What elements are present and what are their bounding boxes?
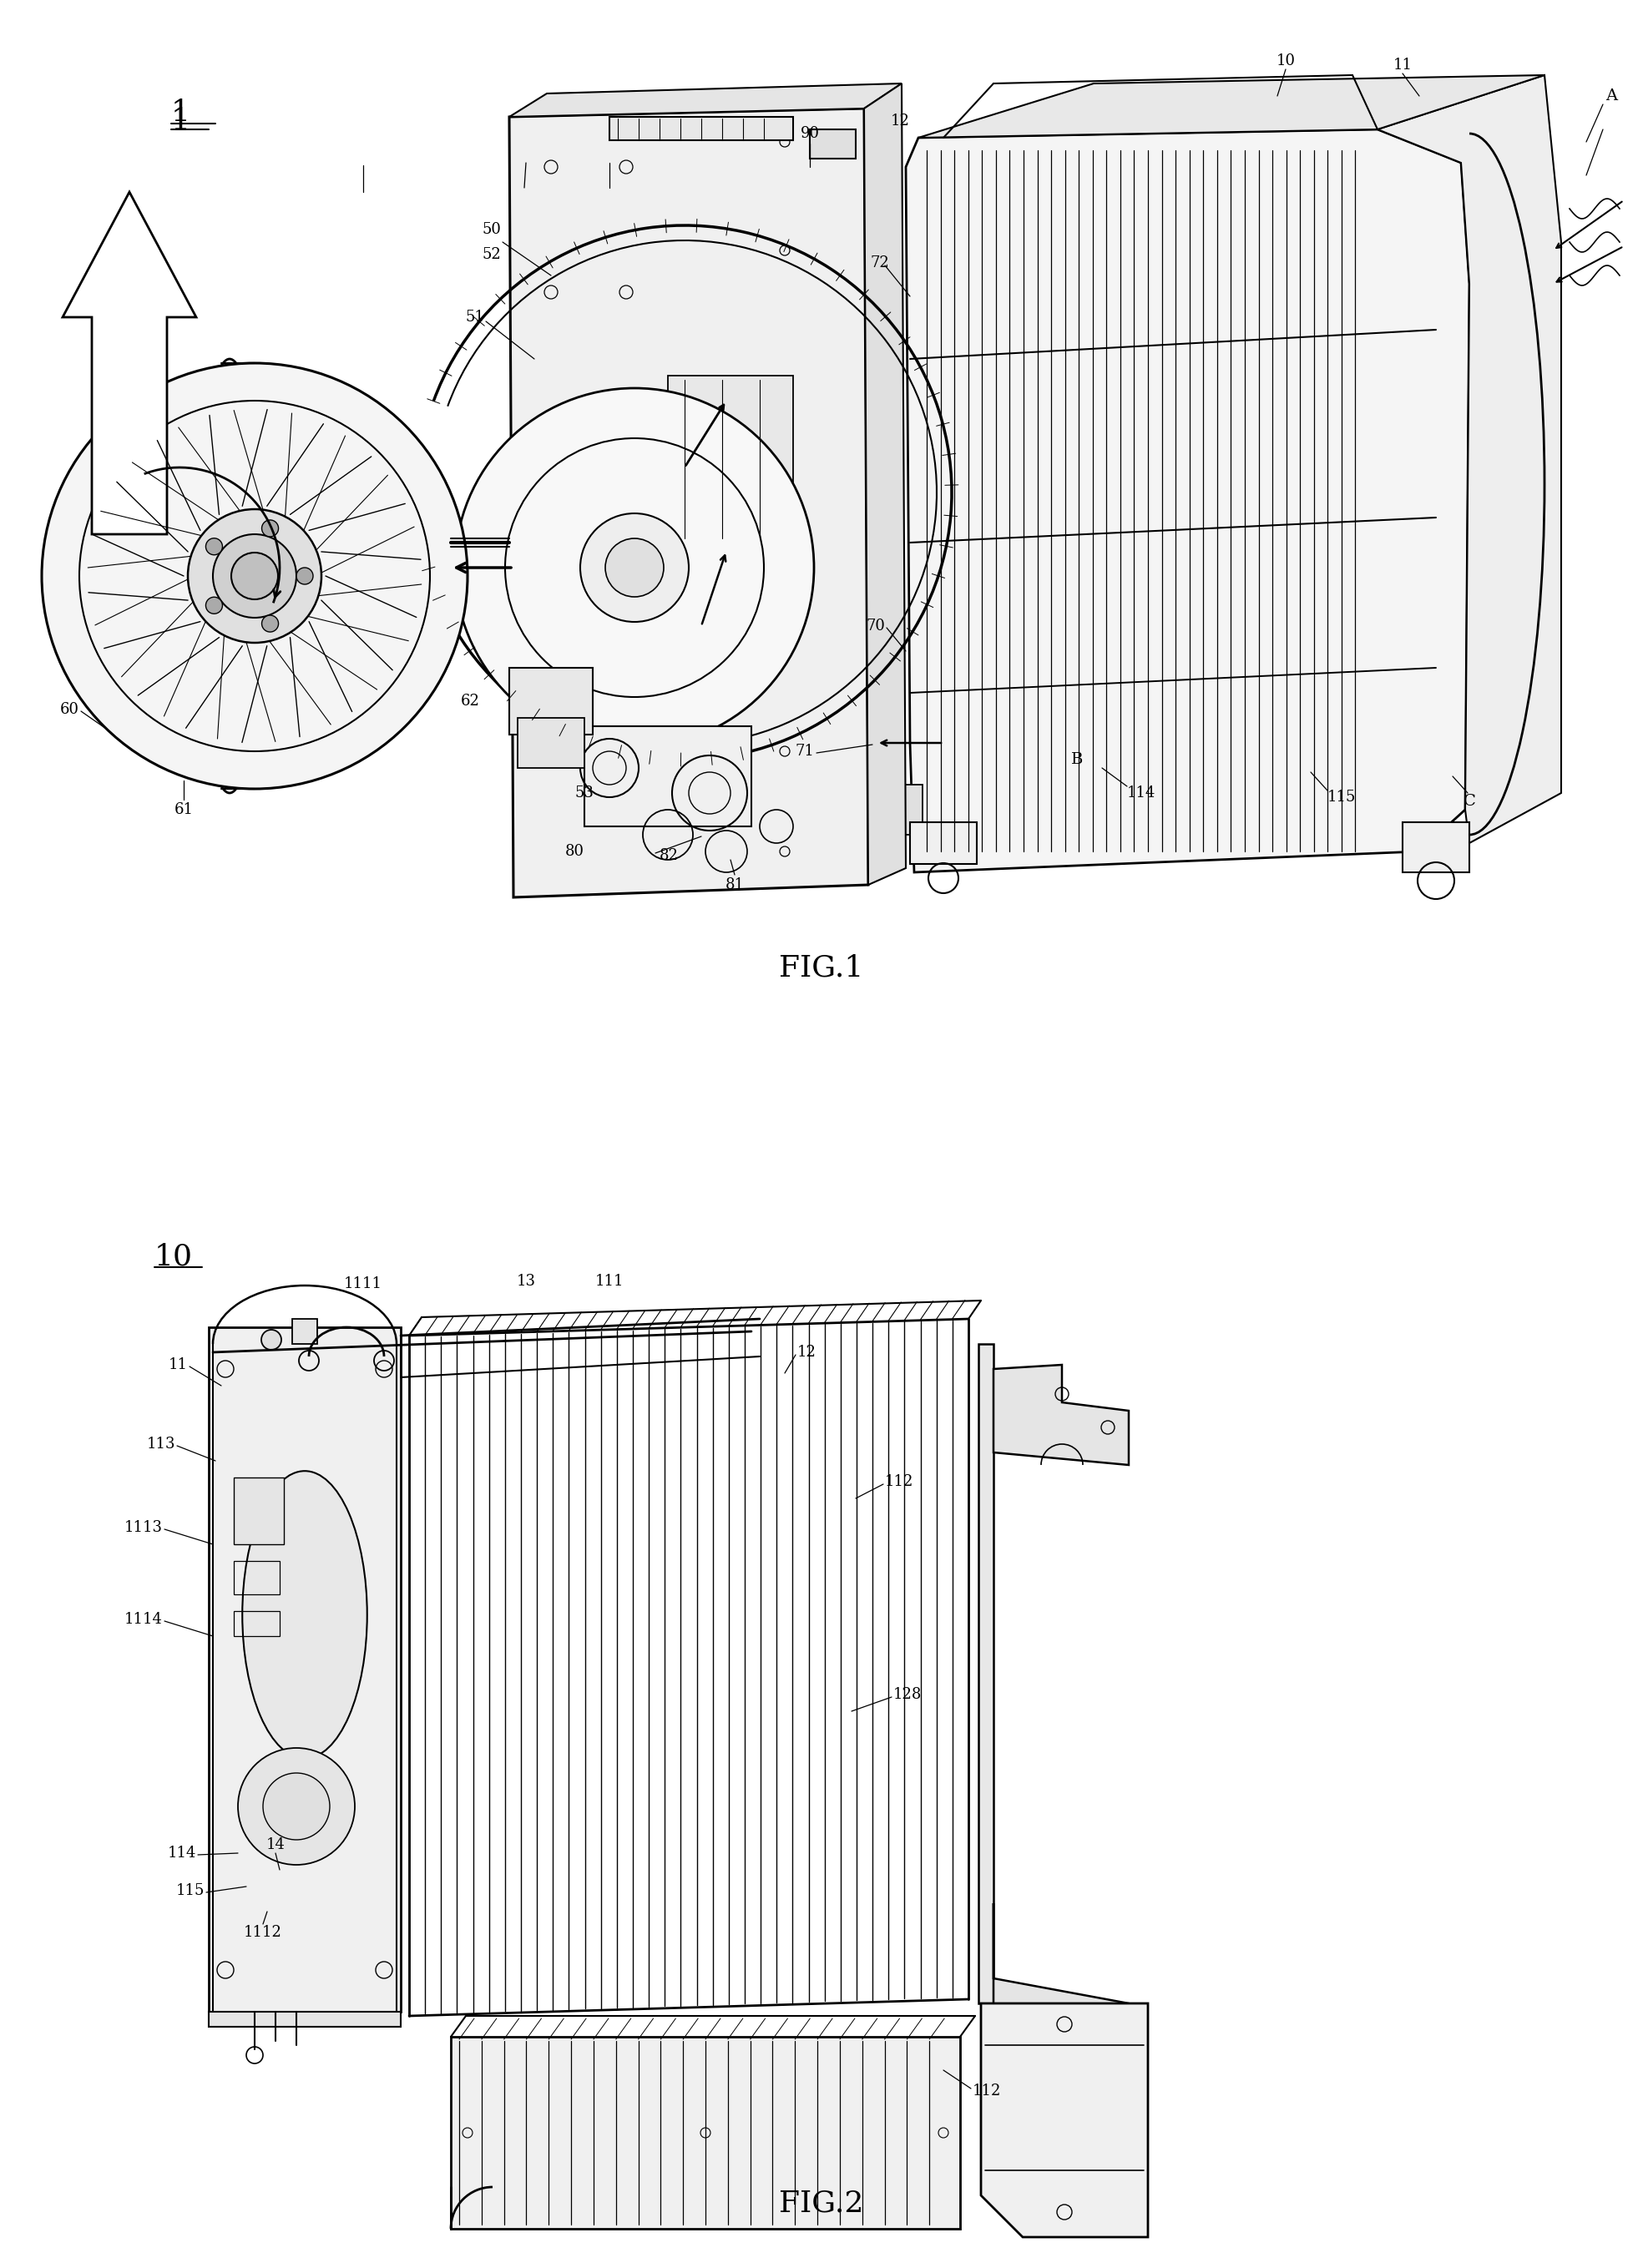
- Polygon shape: [905, 129, 1469, 873]
- Text: A: A: [1605, 88, 1617, 104]
- Polygon shape: [509, 84, 902, 118]
- Text: 82: 82: [659, 848, 679, 864]
- Text: 112: 112: [886, 1474, 914, 1490]
- Text: 114: 114: [168, 1846, 196, 1860]
- Text: 13: 13: [516, 1275, 536, 1288]
- Text: 10: 10: [1277, 54, 1295, 68]
- Circle shape: [580, 513, 688, 621]
- Bar: [585, 726, 751, 826]
- Circle shape: [41, 363, 468, 789]
- Text: B: B: [1071, 753, 1083, 767]
- Circle shape: [205, 596, 222, 615]
- Bar: [450, 2037, 960, 2229]
- Polygon shape: [1377, 75, 1561, 844]
- Text: 114: 114: [1127, 785, 1155, 801]
- Circle shape: [605, 538, 664, 596]
- Circle shape: [455, 388, 813, 746]
- Polygon shape: [62, 193, 196, 535]
- Text: 115: 115: [1328, 789, 1355, 805]
- Polygon shape: [994, 1903, 1145, 2082]
- Polygon shape: [864, 84, 905, 885]
- Text: 115: 115: [176, 1882, 204, 1898]
- Polygon shape: [918, 75, 1544, 138]
- Text: FIG.1: FIG.1: [779, 955, 864, 982]
- Ellipse shape: [242, 1472, 366, 1758]
- Text: 12: 12: [797, 1345, 817, 1361]
- Text: 113: 113: [146, 1436, 176, 1452]
- Text: 62: 62: [462, 694, 480, 708]
- Bar: [233, 1476, 284, 1545]
- Text: 53: 53: [575, 785, 595, 801]
- Text: 1112: 1112: [243, 1926, 283, 1939]
- Text: 50: 50: [481, 222, 501, 238]
- Text: 14: 14: [266, 1837, 284, 1853]
- Text: 112: 112: [973, 2084, 1001, 2098]
- Bar: [292, 1320, 317, 1345]
- Text: 81: 81: [725, 878, 744, 891]
- Text: 60: 60: [61, 703, 79, 717]
- Text: 90: 90: [800, 127, 820, 141]
- Circle shape: [296, 567, 314, 585]
- Text: 1111: 1111: [343, 1277, 383, 1290]
- Text: 71: 71: [795, 744, 813, 760]
- Text: 52: 52: [481, 247, 501, 263]
- Circle shape: [214, 535, 296, 617]
- Circle shape: [261, 615, 278, 633]
- Circle shape: [238, 1749, 355, 1864]
- Bar: [233, 1560, 279, 1594]
- Circle shape: [205, 538, 222, 556]
- Text: 1113: 1113: [125, 1520, 163, 1535]
- Text: 1: 1: [171, 98, 191, 127]
- Ellipse shape: [196, 358, 263, 794]
- Bar: [669, 376, 794, 542]
- Text: 1: 1: [171, 107, 191, 136]
- Text: 80: 80: [565, 844, 585, 860]
- Bar: [810, 129, 856, 159]
- Polygon shape: [509, 109, 868, 898]
- Text: 61: 61: [174, 803, 194, 816]
- Bar: [233, 1610, 279, 1635]
- Circle shape: [232, 553, 278, 599]
- Text: 11: 11: [1393, 57, 1413, 73]
- Bar: [610, 118, 794, 141]
- Text: 1114: 1114: [125, 1613, 163, 1626]
- Text: 51: 51: [465, 311, 485, 324]
- Text: 70: 70: [866, 619, 886, 633]
- Text: 111: 111: [595, 1275, 624, 1288]
- Bar: [509, 667, 593, 735]
- Bar: [910, 823, 978, 864]
- Text: FIG.2: FIG.2: [779, 2189, 864, 2218]
- Text: 72: 72: [871, 256, 889, 270]
- Polygon shape: [981, 2003, 1148, 2236]
- Bar: [902, 785, 922, 835]
- Circle shape: [187, 510, 322, 642]
- Bar: [209, 2012, 401, 2028]
- Text: C: C: [1464, 794, 1475, 810]
- Text: 12: 12: [891, 113, 910, 129]
- Text: 10: 10: [154, 1243, 192, 1270]
- Bar: [518, 719, 585, 769]
- Circle shape: [261, 519, 278, 538]
- Bar: [1403, 823, 1469, 873]
- Bar: [979, 1345, 994, 2003]
- Text: 11: 11: [169, 1356, 187, 1372]
- Circle shape: [261, 1329, 281, 1349]
- Text: 128: 128: [894, 1687, 922, 1701]
- Polygon shape: [994, 1365, 1129, 1465]
- Circle shape: [263, 1774, 330, 1839]
- Bar: [209, 1327, 401, 2012]
